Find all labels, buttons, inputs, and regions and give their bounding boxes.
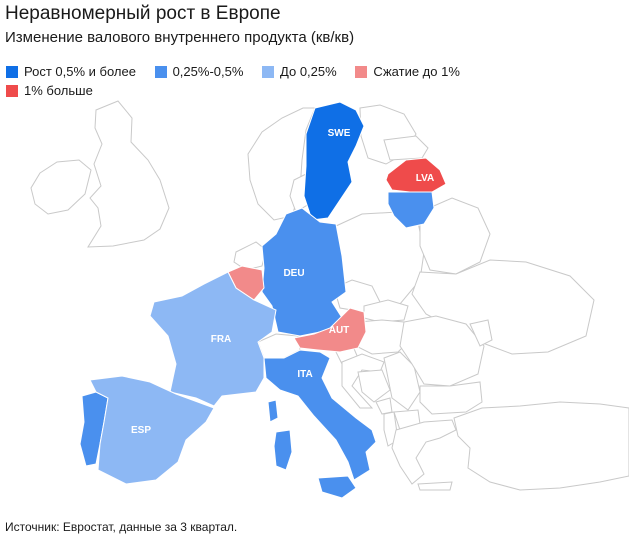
country-montenegro <box>375 397 393 415</box>
legend-label: Сжатие до 1% <box>373 64 460 79</box>
legend-swatch <box>154 65 167 78</box>
country-turkey <box>453 401 629 491</box>
legend-item-growth-low: До 0,25% <box>262 63 337 80</box>
country-ireland <box>30 159 92 215</box>
map-svg: SWE LVA DEU AUT ITA FRA ESP <box>30 100 629 499</box>
highlighted-countries <box>79 101 447 499</box>
label-ita: ITA <box>297 369 312 380</box>
country-serbia <box>383 351 421 411</box>
country-uk <box>87 100 170 248</box>
country-spain <box>89 375 215 485</box>
label-swe: SWE <box>328 128 351 139</box>
country-netherlands <box>233 241 267 271</box>
country-estonia <box>383 135 429 161</box>
label-aut: AUT <box>329 325 350 336</box>
legend-label: 0,25%-0,5% <box>172 64 244 79</box>
legend-item-contraction-strong: 1% больше <box>6 82 93 99</box>
basemap <box>30 100 629 491</box>
label-lva: LVA <box>416 173 435 184</box>
island-sicily <box>317 475 357 499</box>
legend-swatch <box>6 84 18 97</box>
country-croatia <box>341 353 385 409</box>
country-greece <box>391 419 457 485</box>
country-moldova <box>469 319 493 347</box>
legend-item-contraction: Сжатие до 1% <box>355 63 460 80</box>
source-note: Источник: Евростат, данные за 3 квартал. <box>5 520 238 534</box>
legend: Рост 0,5% и более 0,25%-0,5% До 0,25% Сж… <box>6 63 476 101</box>
country-italy <box>263 349 377 481</box>
island-crete <box>417 481 453 491</box>
legend-swatch <box>355 65 368 78</box>
legend-label: 1% больше <box>24 83 93 98</box>
island-corsica <box>267 399 279 423</box>
chart-subtitle: Изменение валового внутреннего продукта … <box>5 29 355 46</box>
legend-label: До 0,25% <box>280 64 337 79</box>
country-labels: SWE LVA DEU AUT ITA FRA ESP <box>131 128 434 436</box>
country-latvia <box>385 157 447 193</box>
europe-map: SWE LVA DEU AUT ITA FRA ESP <box>0 96 629 511</box>
legend-swatch <box>262 65 275 78</box>
legend-swatch <box>6 65 18 78</box>
legend-item-growth-high: Рост 0,5% и более <box>6 63 136 80</box>
chart-title: Неравномерный рост в Европе <box>5 3 281 24</box>
country-lithuania <box>387 191 435 229</box>
legend-item-growth-mid: 0,25%-0,5% <box>154 63 244 80</box>
country-bosnia <box>357 369 391 403</box>
country-sweden <box>303 101 365 221</box>
country-romania <box>399 315 485 387</box>
country-austria <box>293 307 367 353</box>
island-sardinia <box>273 429 293 471</box>
label-esp: ESP <box>131 425 151 436</box>
country-bulgaria <box>419 381 483 415</box>
legend-label: Рост 0,5% и более <box>24 64 136 79</box>
country-belarus <box>419 197 491 275</box>
label-fra: FRA <box>211 334 232 345</box>
label-deu: DEU <box>283 268 304 279</box>
country-france <box>149 271 277 407</box>
